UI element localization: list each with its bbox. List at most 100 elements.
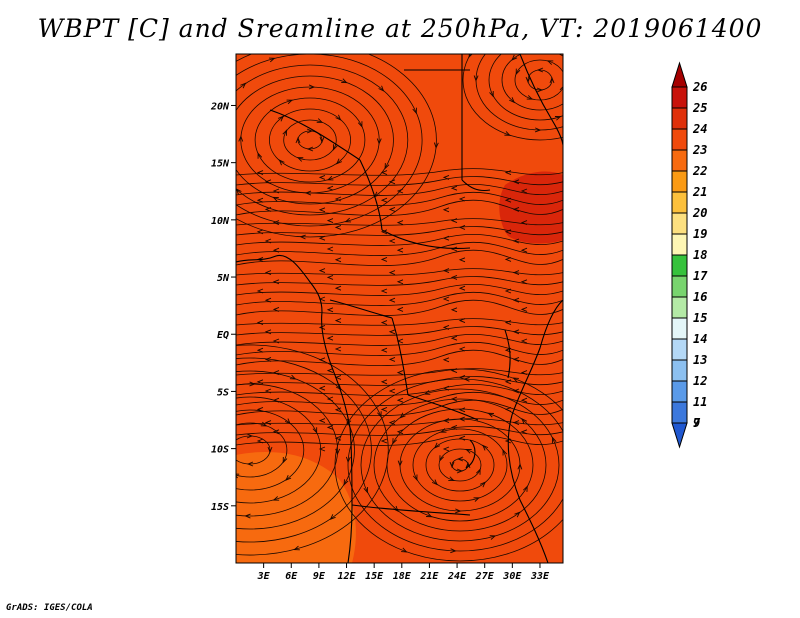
flow-arrow (335, 448, 341, 456)
flow-arrow (343, 479, 349, 486)
x-tick-label: 15E (365, 571, 384, 582)
colorbar-label: 26 (692, 80, 707, 94)
flow-arrow (182, 467, 188, 473)
streamline (373, 398, 547, 532)
y-tick-label: 20N (210, 101, 230, 112)
streamline (236, 434, 563, 446)
flow-arrow (380, 379, 388, 385)
flow-arrow (295, 136, 301, 144)
flow-arrow (380, 438, 388, 444)
streamline (501, 54, 563, 111)
flow-arrow (458, 285, 466, 291)
flow-arrow (209, 475, 215, 481)
flow-arrow (569, 505, 575, 511)
flow-arrow (456, 468, 464, 474)
flow-arrow (285, 474, 292, 481)
flow-arrow (504, 131, 511, 136)
flow-arrow (318, 418, 326, 424)
y-tick-label: 5N (217, 273, 230, 284)
flow-arrow (442, 446, 450, 452)
flow-arrow (439, 455, 444, 462)
y-tick-label: 15N (211, 159, 230, 170)
flow-arrow (526, 95, 534, 100)
colorbar-label: 13 (693, 353, 707, 367)
flow-arrow (164, 379, 170, 385)
flow-arrow (240, 82, 247, 89)
flow-arrow (335, 158, 343, 165)
colorbar-swatch (671, 359, 688, 382)
flow-arrow (512, 329, 520, 335)
flow-arrow (326, 175, 334, 181)
flow-arrow (520, 279, 528, 285)
streamline (236, 418, 563, 426)
flow-arrow (264, 270, 272, 276)
colorbar-label: 22 (692, 164, 707, 178)
streamline (412, 428, 508, 502)
flow-arrow (509, 97, 515, 104)
flow-arrow (272, 196, 279, 202)
streamline (236, 64, 409, 216)
flow-arrow (412, 107, 417, 115)
colorbar-label: 18 (693, 248, 707, 262)
colorbar-label: 11 (693, 395, 707, 409)
flow-arrow (396, 220, 404, 226)
streamline (236, 54, 423, 227)
colorbar-swatch (671, 212, 688, 235)
flow-arrow (236, 188, 242, 195)
flow-arrow (380, 170, 388, 176)
flow-arrow (380, 347, 388, 353)
colorbar-swatch (671, 422, 688, 449)
colorbar-label: 12 (693, 374, 707, 388)
colorbar-swatch (671, 170, 688, 193)
flow-arrow (520, 397, 528, 403)
flow-arrow (448, 476, 455, 481)
flow-arrow (512, 356, 520, 362)
flow-arrow (357, 121, 363, 128)
flow-arrow (434, 442, 441, 449)
x-tick-label: 30E (502, 571, 522, 582)
flow-arrow (431, 479, 438, 486)
flow-arrow (256, 347, 264, 353)
flow-arrow (256, 170, 264, 176)
flow-arrow (512, 377, 519, 383)
streamline (451, 458, 469, 472)
flow-arrow (489, 90, 494, 98)
streamline (236, 199, 563, 217)
colorbar-swatch (671, 338, 688, 361)
flow-arrow (512, 270, 520, 276)
flow-arrow (377, 411, 382, 418)
streamline (236, 334, 563, 346)
flow-arrow (335, 384, 342, 391)
x-tick-label: 3E (257, 571, 271, 582)
flow-arrow (504, 170, 512, 176)
x-tick-label: 9E (313, 571, 326, 582)
flow-arrow (540, 28, 545, 32)
streamline (236, 349, 563, 367)
flow-arrow (388, 206, 396, 212)
flow-arrow (264, 297, 272, 303)
flow-arrow (278, 159, 285, 166)
flow-arrow (388, 356, 396, 362)
flow-arrow (534, 127, 542, 133)
flow-arrow (378, 85, 385, 92)
colorbar-label: 16 (693, 290, 707, 304)
flow-arrow (334, 435, 342, 441)
colorbar-label: 15 (693, 311, 707, 325)
flow-arrow (396, 279, 404, 285)
flow-arrow (200, 349, 206, 354)
flow-arrow (458, 196, 466, 202)
plot-area: 3E 6E 9E 12E 15E 18E 21E 24E 27E 30E 33E 20N 15N 10N… (164, 28, 606, 582)
flow-arrow (512, 420, 520, 426)
flow-arrow (479, 481, 486, 488)
flow-arrow (264, 179, 272, 185)
flow-arrow (334, 196, 342, 202)
streamline (360, 388, 560, 542)
flow-arrow (525, 76, 531, 84)
flow-arrow (512, 238, 520, 244)
flow-arrow (602, 79, 606, 84)
flow-arrow (264, 388, 272, 394)
map-title: WBPT [C] and Sreamline at 250hPa, VT: 20… (37, 14, 763, 43)
flow-arrow (326, 335, 334, 341)
credit-text: GrADS: IGES/COLA (6, 603, 93, 613)
colorbar-label: 25 (692, 101, 707, 115)
